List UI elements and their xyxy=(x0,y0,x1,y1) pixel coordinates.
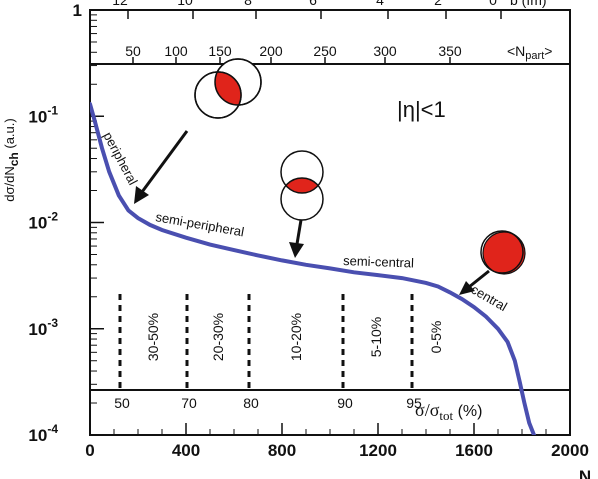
top-tick-label: 4 xyxy=(376,0,384,8)
x-tick-label: 2000 xyxy=(551,441,589,460)
axis-ticks xyxy=(89,9,571,436)
x-tick-label: 800 xyxy=(268,441,296,460)
y-tick-label: 1 xyxy=(73,1,82,20)
top-tick-label: 8 xyxy=(244,0,252,8)
npart-tick-label: 350 xyxy=(438,43,462,59)
centrality-bin-label: 0-5% xyxy=(428,321,444,354)
npart-tick-label: 150 xyxy=(208,43,232,59)
x-axis-label: N xyxy=(579,467,591,479)
curve-label-semi-peripheral: semi-peripheral xyxy=(154,209,245,239)
y-tick-label: 10-4 xyxy=(28,422,58,445)
top-tick-label: 10 xyxy=(177,0,193,8)
npart-tick-label: 100 xyxy=(164,43,188,59)
curve-label-semi-central: semi-central xyxy=(343,253,414,270)
centrality-bin-label: 5-10% xyxy=(368,317,384,357)
y-tick-label: 10-2 xyxy=(28,210,58,233)
npart-tick-label: 250 xyxy=(313,43,337,59)
centrality-bin-label: 20-30% xyxy=(210,313,226,361)
npart-tick-label: 200 xyxy=(259,43,283,59)
top-axis-label: b (fm) xyxy=(510,0,547,8)
arrows xyxy=(134,130,490,295)
top-tick-label: 12 xyxy=(112,0,128,8)
centrality-bins: 30-50% 20-30% 10-20% 5-10% 0-5% xyxy=(118,294,444,392)
top-tick-label: 0 xyxy=(489,0,497,8)
centrality-bin-label: 30-50% xyxy=(145,313,161,361)
overlap-diagram-central xyxy=(480,230,526,275)
y-tick-label: 10-3 xyxy=(28,316,58,339)
npart-tick-label: 300 xyxy=(373,43,397,59)
top-tick-label: 2 xyxy=(434,0,442,8)
centrality-bin-label: 10-20% xyxy=(288,313,304,361)
series-curve xyxy=(90,102,536,435)
x-tick-label: 1600 xyxy=(455,441,493,460)
eta-cut-label: |η|<1 xyxy=(397,97,446,122)
x-tick-label: 1200 xyxy=(359,441,397,460)
centrality-axis-label: σ/σtot (%) xyxy=(415,400,482,423)
centrality-tick-label: 80 xyxy=(243,395,259,411)
centrality-tick-label: 95 xyxy=(406,395,422,411)
top-tick-label: 6 xyxy=(309,0,317,8)
overlap-diagram-peripheral xyxy=(194,58,262,119)
y-axis-label: dσ/dNch (a.u.) xyxy=(2,118,21,201)
npart-tick-label: 50 xyxy=(125,43,141,59)
npart-axis-label: <Npart> xyxy=(507,43,552,62)
centrality-tick-label: 90 xyxy=(337,395,353,411)
centrality-tick-label: 50 xyxy=(114,395,130,411)
y-tick-label: 10-1 xyxy=(28,103,58,126)
x-tick-label: 400 xyxy=(172,441,200,460)
overlap-diagram-semi-peripheral xyxy=(280,150,324,221)
centrality-tick-label: 70 xyxy=(181,395,197,411)
x-tick-label: 0 xyxy=(85,441,94,460)
